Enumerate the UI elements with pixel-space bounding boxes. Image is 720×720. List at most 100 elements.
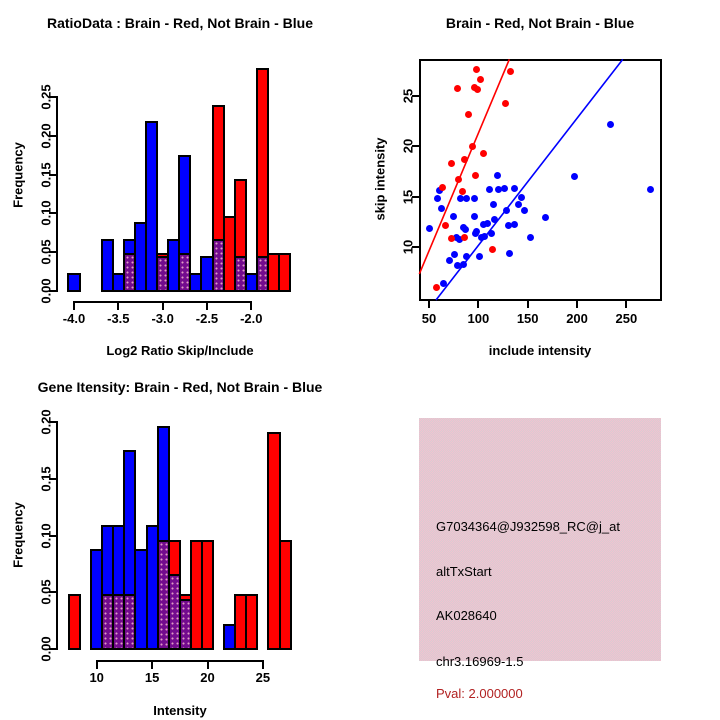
y-tick-label: 15 bbox=[400, 189, 416, 204]
not-brain-point bbox=[647, 186, 655, 194]
x-tick bbox=[205, 303, 208, 310]
brain-point bbox=[468, 142, 476, 150]
y-tick-label: 0.20 bbox=[38, 123, 54, 149]
y-tick bbox=[412, 94, 419, 97]
not-brain-point bbox=[490, 216, 498, 224]
x-axis-line bbox=[95, 660, 264, 662]
x-tick bbox=[576, 301, 579, 308]
brain-point bbox=[501, 100, 509, 108]
y-tick-label: 0.15 bbox=[38, 465, 54, 492]
y-tick bbox=[412, 195, 419, 198]
x-tick-label: 15 bbox=[144, 670, 160, 685]
probe-id-text: G7034364@J932598_RC@j_at bbox=[436, 519, 620, 534]
y-tick-label: 0.05 bbox=[38, 579, 54, 606]
x-tick-label: -3.0 bbox=[151, 311, 174, 326]
y-tick bbox=[412, 246, 419, 249]
pval-text: Pval: 2.000000 bbox=[436, 686, 523, 701]
x-tick bbox=[95, 662, 98, 669]
x-tick bbox=[428, 301, 430, 308]
y-tick-label: 0.00 bbox=[38, 636, 54, 662]
gene-histogram-panel: Gene Itensity: Brain - Red, Not Brain - … bbox=[0, 360, 360, 720]
y-axis-line bbox=[56, 96, 58, 292]
y-tick bbox=[49, 648, 56, 651]
y-tick-label: 0.20 bbox=[38, 409, 54, 435]
not-brain-point bbox=[475, 252, 483, 260]
not-brain-point bbox=[463, 252, 471, 260]
brain-point bbox=[460, 155, 468, 163]
ratio-histogram-panel: RatioData : Brain - Red, Not Brain - Blu… bbox=[0, 0, 360, 360]
y-tick-label: 0.10 bbox=[38, 200, 54, 227]
x-tick bbox=[261, 662, 264, 669]
y-tick bbox=[49, 290, 56, 292]
brain-point bbox=[479, 149, 487, 157]
brain-point bbox=[438, 184, 446, 192]
ratio-histogram-plot: 0.00 0.05 0.10 0.15 0.20 0.25 -4.0 -3.5 -3.0 -2.5… bbox=[0, 0, 360, 360]
hist-bar bbox=[200, 539, 215, 651]
y-tick bbox=[49, 534, 56, 537]
x-tick-label: -3.5 bbox=[107, 311, 130, 326]
x-tick-label: 10 bbox=[89, 670, 104, 685]
brain-point bbox=[448, 159, 456, 167]
x-tick bbox=[117, 303, 120, 310]
y-tick-label: 0.25 bbox=[38, 84, 54, 110]
brain-point bbox=[460, 233, 468, 241]
x-tick-label: -4.0 bbox=[62, 311, 86, 326]
x-axis-line bbox=[73, 301, 253, 303]
hist-bar bbox=[145, 121, 159, 292]
x-tick bbox=[526, 301, 529, 308]
x-tick bbox=[73, 303, 75, 310]
info-box: G7034364@J932598_RC@j_at altTxStart AK02… bbox=[419, 418, 661, 701]
hist-bar bbox=[245, 594, 259, 651]
x-tick bbox=[151, 662, 154, 669]
scatter-xlabel: include intensity bbox=[488, 343, 592, 358]
x-tick bbox=[206, 662, 209, 669]
x-tick-label: 150 bbox=[516, 311, 539, 326]
not-brain-point bbox=[505, 249, 513, 257]
hist-bar-overlap bbox=[156, 539, 170, 651]
y-tick-label: 10 bbox=[400, 239, 416, 255]
not-brain-point bbox=[425, 224, 433, 232]
y-tick bbox=[49, 212, 56, 215]
gene-histogram-plot: 0.00 0.05 0.10 0.15 0.20 10 15 20 25 bbox=[0, 360, 360, 720]
hist-bar bbox=[278, 539, 292, 651]
y-tick bbox=[49, 173, 56, 176]
hist-bar-overlap bbox=[233, 256, 247, 292]
hist-bar bbox=[278, 253, 292, 292]
y-tick bbox=[49, 96, 56, 98]
y-tick bbox=[49, 591, 56, 594]
hist-bar-overlap bbox=[122, 253, 136, 292]
brain-point bbox=[506, 67, 514, 75]
gene-histogram-title: Gene Itensity: Brain - Red, Not Brain - … bbox=[37, 379, 323, 395]
x-tick bbox=[477, 301, 480, 308]
not-brain-point bbox=[570, 173, 578, 180]
y-axis-line bbox=[56, 420, 58, 651]
not-brain-point bbox=[526, 233, 534, 241]
not-brain-point bbox=[439, 280, 447, 288]
not-brain-point bbox=[445, 256, 453, 264]
y-tick-label: 0.00 bbox=[38, 278, 54, 304]
x-tick-label: 100 bbox=[467, 311, 490, 326]
x-tick-label: 20 bbox=[200, 670, 215, 685]
ratio-histogram-title: RatioData : Brain - Red, Not Brain - Blu… bbox=[46, 15, 314, 31]
y-tick bbox=[49, 251, 56, 254]
brain-point bbox=[472, 65, 480, 73]
event-type-text: altTxStart bbox=[436, 564, 492, 579]
gene-histogram-xlabel: Intensity bbox=[153, 703, 207, 718]
x-tick bbox=[161, 303, 164, 310]
x-tick-label: 200 bbox=[566, 311, 588, 326]
x-tick bbox=[250, 303, 253, 310]
scatter-title: Brain - Red, Not Brain - Blue bbox=[445, 15, 635, 31]
not-brain-point bbox=[510, 185, 518, 193]
brain-point bbox=[476, 76, 484, 84]
x-tick bbox=[625, 301, 628, 308]
hist-bar bbox=[67, 273, 81, 292]
hist-bar bbox=[100, 239, 114, 292]
y-tick bbox=[49, 420, 56, 423]
y-tick bbox=[49, 477, 56, 480]
brain-point bbox=[489, 245, 497, 253]
x-tick-label: -2.0 bbox=[240, 311, 263, 326]
scatter-panel: Brain - Red, Not Brain - Blue skip inten… bbox=[360, 0, 720, 360]
brain-point bbox=[471, 171, 479, 179]
chromosome-location-text: chr3.16969-1.5 bbox=[436, 654, 524, 669]
